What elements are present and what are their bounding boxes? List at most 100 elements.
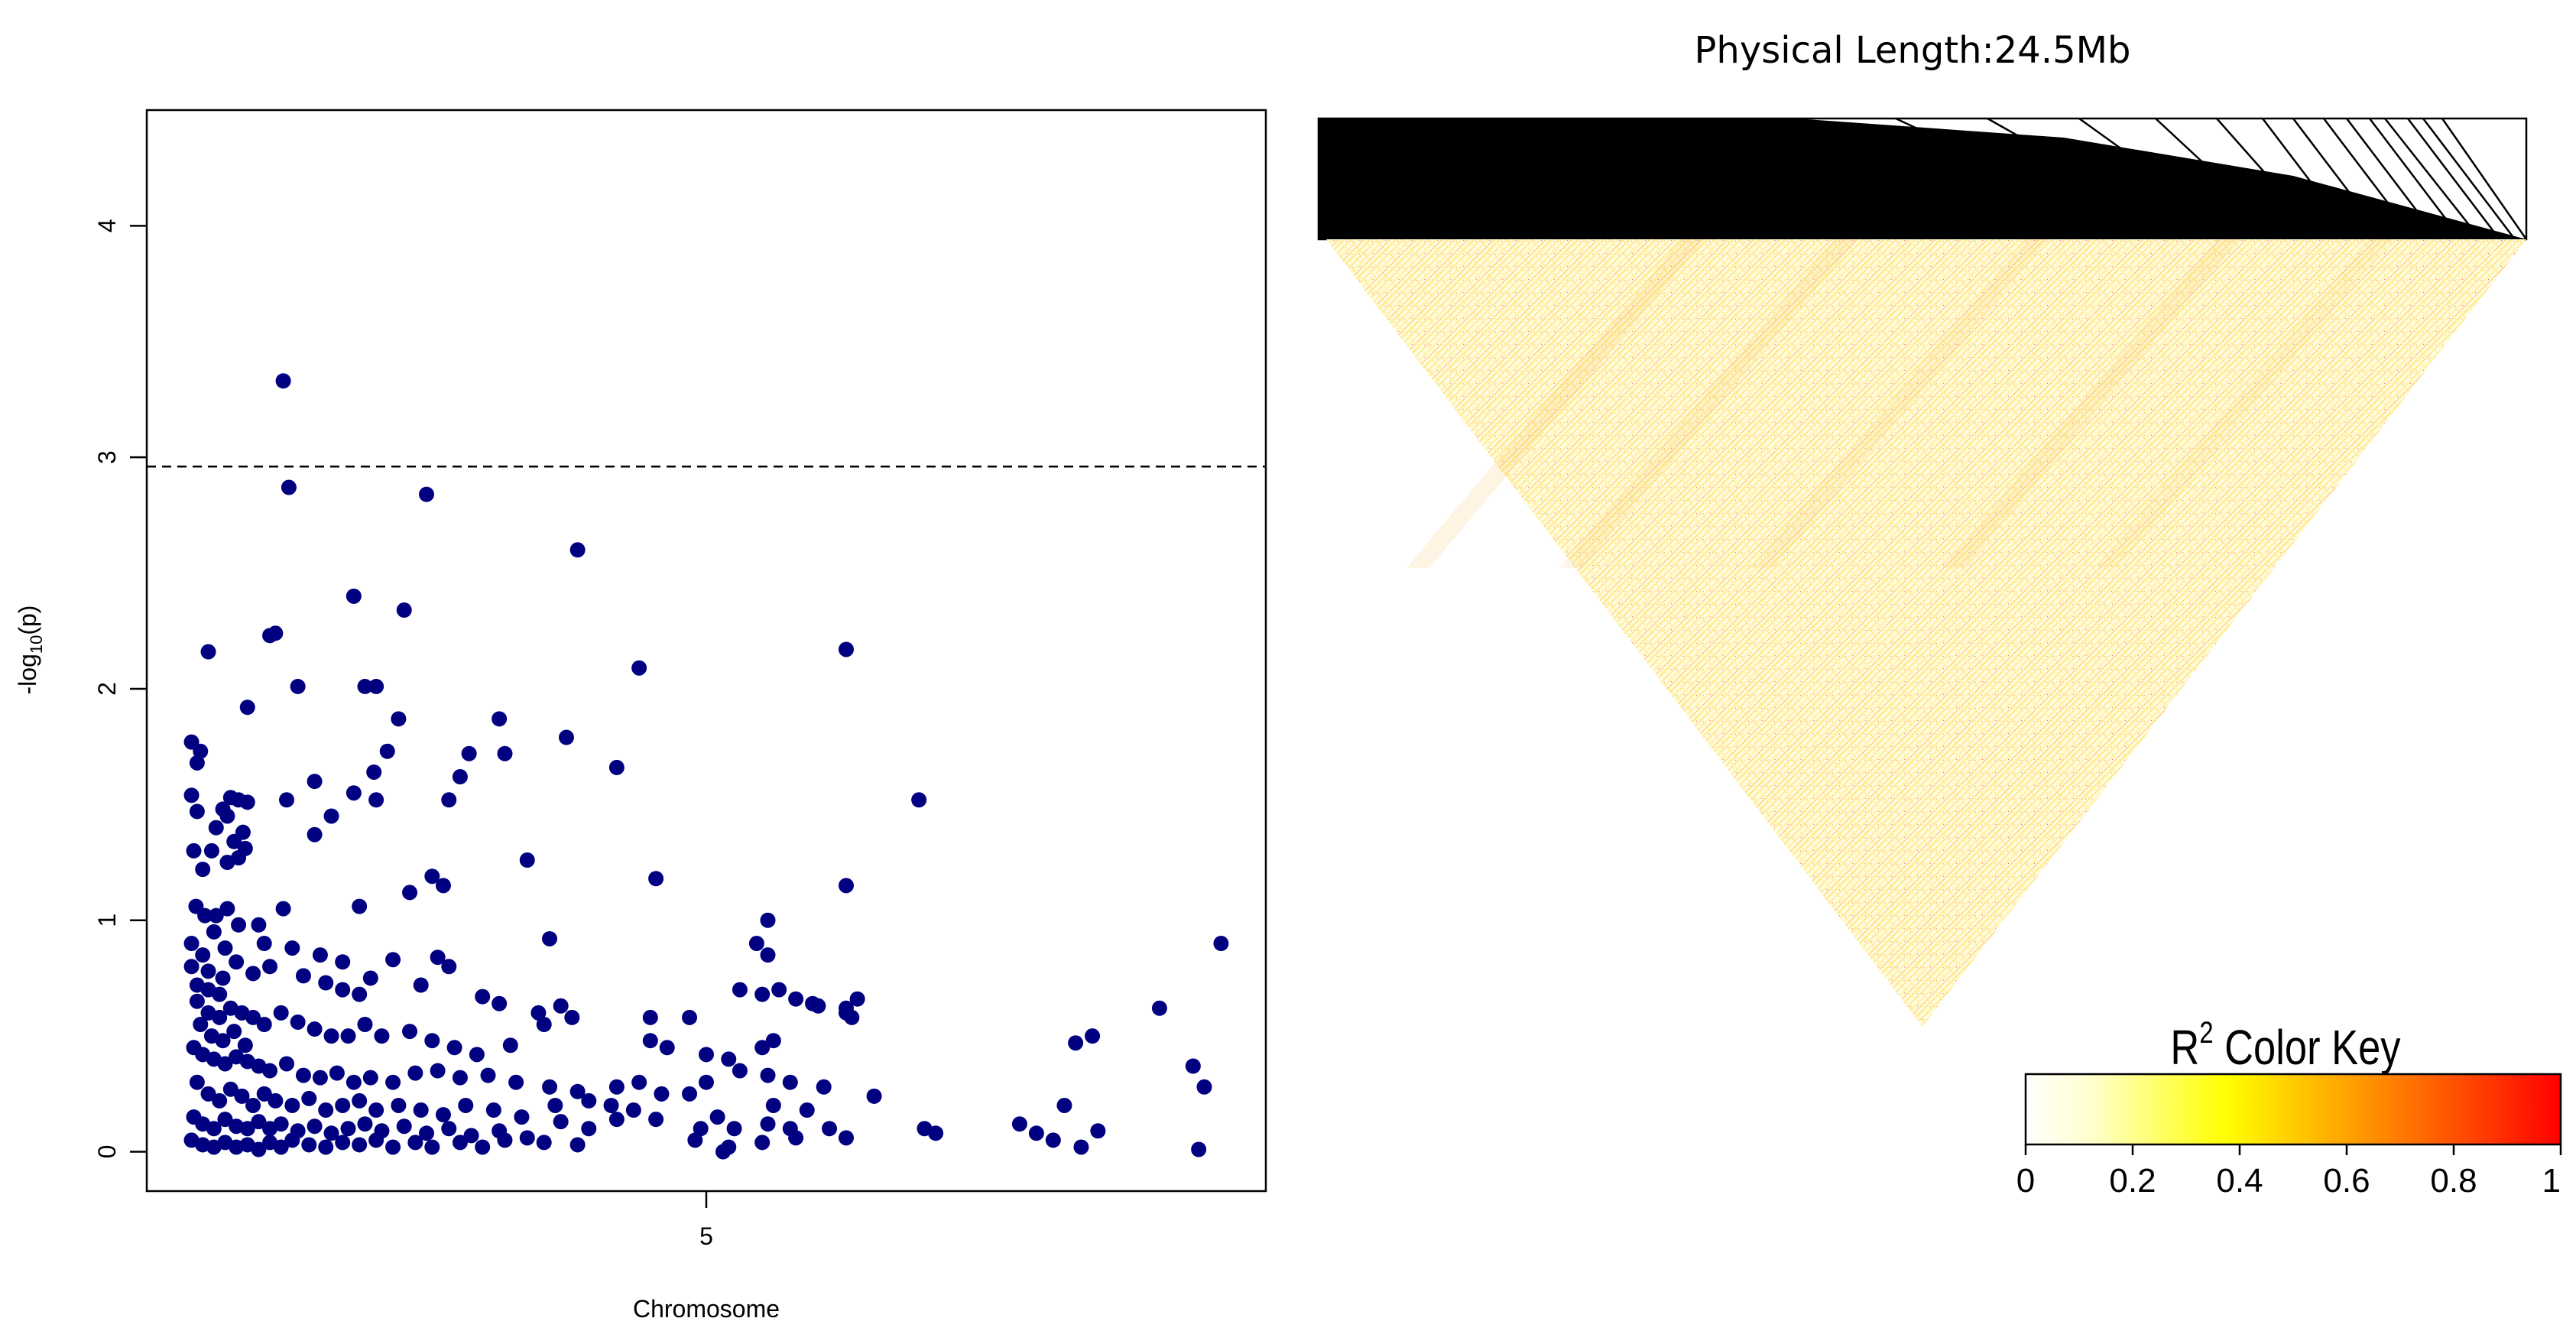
data-point — [217, 940, 233, 956]
data-point — [262, 1063, 278, 1079]
data-point — [212, 986, 228, 1002]
data-point — [251, 1141, 267, 1157]
snp-position-fill — [1319, 118, 2526, 239]
snp-position-line — [2369, 118, 2462, 240]
color-key-tick-label: 1 — [2542, 1162, 2561, 1200]
y-axis-label-subscript: 10 — [27, 635, 46, 654]
data-point — [256, 1086, 272, 1102]
data-point — [581, 1121, 597, 1137]
snp-position-line — [2155, 118, 2286, 240]
data-point — [424, 1139, 440, 1155]
data-point — [368, 1102, 384, 1118]
data-point — [553, 998, 569, 1014]
data-point — [391, 1097, 407, 1113]
data-point — [542, 1079, 558, 1095]
data-point — [402, 885, 418, 901]
data-point — [273, 1005, 289, 1021]
data-point — [721, 1139, 737, 1155]
data-point — [1151, 1000, 1167, 1016]
data-point — [542, 930, 558, 946]
data-point — [648, 871, 664, 887]
data-point — [407, 1135, 423, 1151]
ld-title: Physical Length:24.5Mb — [1694, 29, 2130, 72]
data-point — [217, 1112, 233, 1128]
data-point — [485, 1102, 501, 1118]
data-point — [1191, 1141, 1207, 1157]
data-point — [754, 1040, 771, 1056]
data-point — [726, 1121, 742, 1137]
data-point — [193, 743, 209, 759]
data-point — [200, 644, 216, 660]
data-point — [569, 1083, 586, 1099]
y-axis: 0 1 2 3 4 — [93, 219, 147, 1158]
data-point — [441, 1121, 457, 1137]
data-point — [335, 1135, 351, 1151]
data-point — [452, 769, 468, 785]
data-point — [492, 995, 508, 1011]
data-point — [654, 1086, 670, 1102]
data-point — [368, 1132, 384, 1148]
data-point — [239, 1121, 255, 1137]
data-point — [352, 986, 368, 1002]
data-point — [625, 1102, 641, 1118]
data-point — [329, 1065, 345, 1081]
data-point — [312, 947, 328, 963]
data-point — [822, 1121, 838, 1137]
data-point — [396, 1118, 412, 1135]
data-point — [608, 1112, 625, 1128]
data-point — [810, 998, 826, 1014]
data-point — [335, 954, 351, 970]
data-point — [782, 1074, 798, 1090]
ld-bands — [1406, 239, 2393, 568]
data-point — [788, 1130, 804, 1146]
data-point — [212, 1092, 228, 1109]
data-point — [279, 1056, 294, 1072]
data-point — [928, 1125, 944, 1141]
data-point — [256, 936, 272, 952]
data-point — [379, 743, 395, 759]
data-point — [318, 1139, 334, 1155]
data-point — [219, 901, 235, 917]
data-point — [682, 1086, 698, 1102]
data-point — [839, 641, 854, 657]
manhattan-plot: 0 1 2 3 4 5 Chromosome -log10(p) — [14, 109, 1267, 1323]
data-point — [682, 1009, 698, 1025]
data-point — [760, 1116, 776, 1132]
ld-band — [1406, 239, 1705, 568]
data-point — [275, 373, 291, 389]
data-point — [352, 1092, 368, 1109]
data-point — [208, 820, 224, 836]
data-point — [760, 1067, 776, 1083]
data-point — [760, 947, 776, 963]
data-point — [469, 1047, 485, 1063]
data-point — [357, 678, 373, 694]
data-point — [1073, 1139, 1089, 1155]
data-point — [424, 868, 440, 885]
y-axis-label: -log10(p) — [14, 605, 46, 695]
y-tick-label: 2 — [93, 682, 121, 696]
data-point — [307, 826, 323, 842]
data-point — [559, 729, 574, 745]
data-point — [217, 1056, 233, 1072]
data-point — [631, 1074, 647, 1090]
data-point — [307, 1021, 323, 1037]
data-point — [1028, 1125, 1044, 1141]
data-point — [239, 794, 255, 810]
data-point — [866, 1088, 882, 1104]
data-point — [407, 1065, 423, 1081]
snp-position-lines — [1895, 117, 2528, 241]
data-point — [368, 792, 384, 808]
data-point — [1056, 1097, 1072, 1113]
data-point — [318, 975, 334, 991]
y-tick-label: 3 — [93, 450, 121, 464]
data-point — [215, 970, 231, 986]
data-point — [839, 878, 854, 894]
data-point — [497, 1132, 513, 1148]
data-point — [1011, 1116, 1027, 1132]
data-point — [295, 968, 311, 984]
data-point — [268, 625, 284, 641]
data-point — [290, 1014, 306, 1030]
data-point — [234, 1088, 250, 1104]
y-tick-label: 1 — [93, 914, 121, 927]
color-key-bar — [2024, 1073, 2562, 1146]
